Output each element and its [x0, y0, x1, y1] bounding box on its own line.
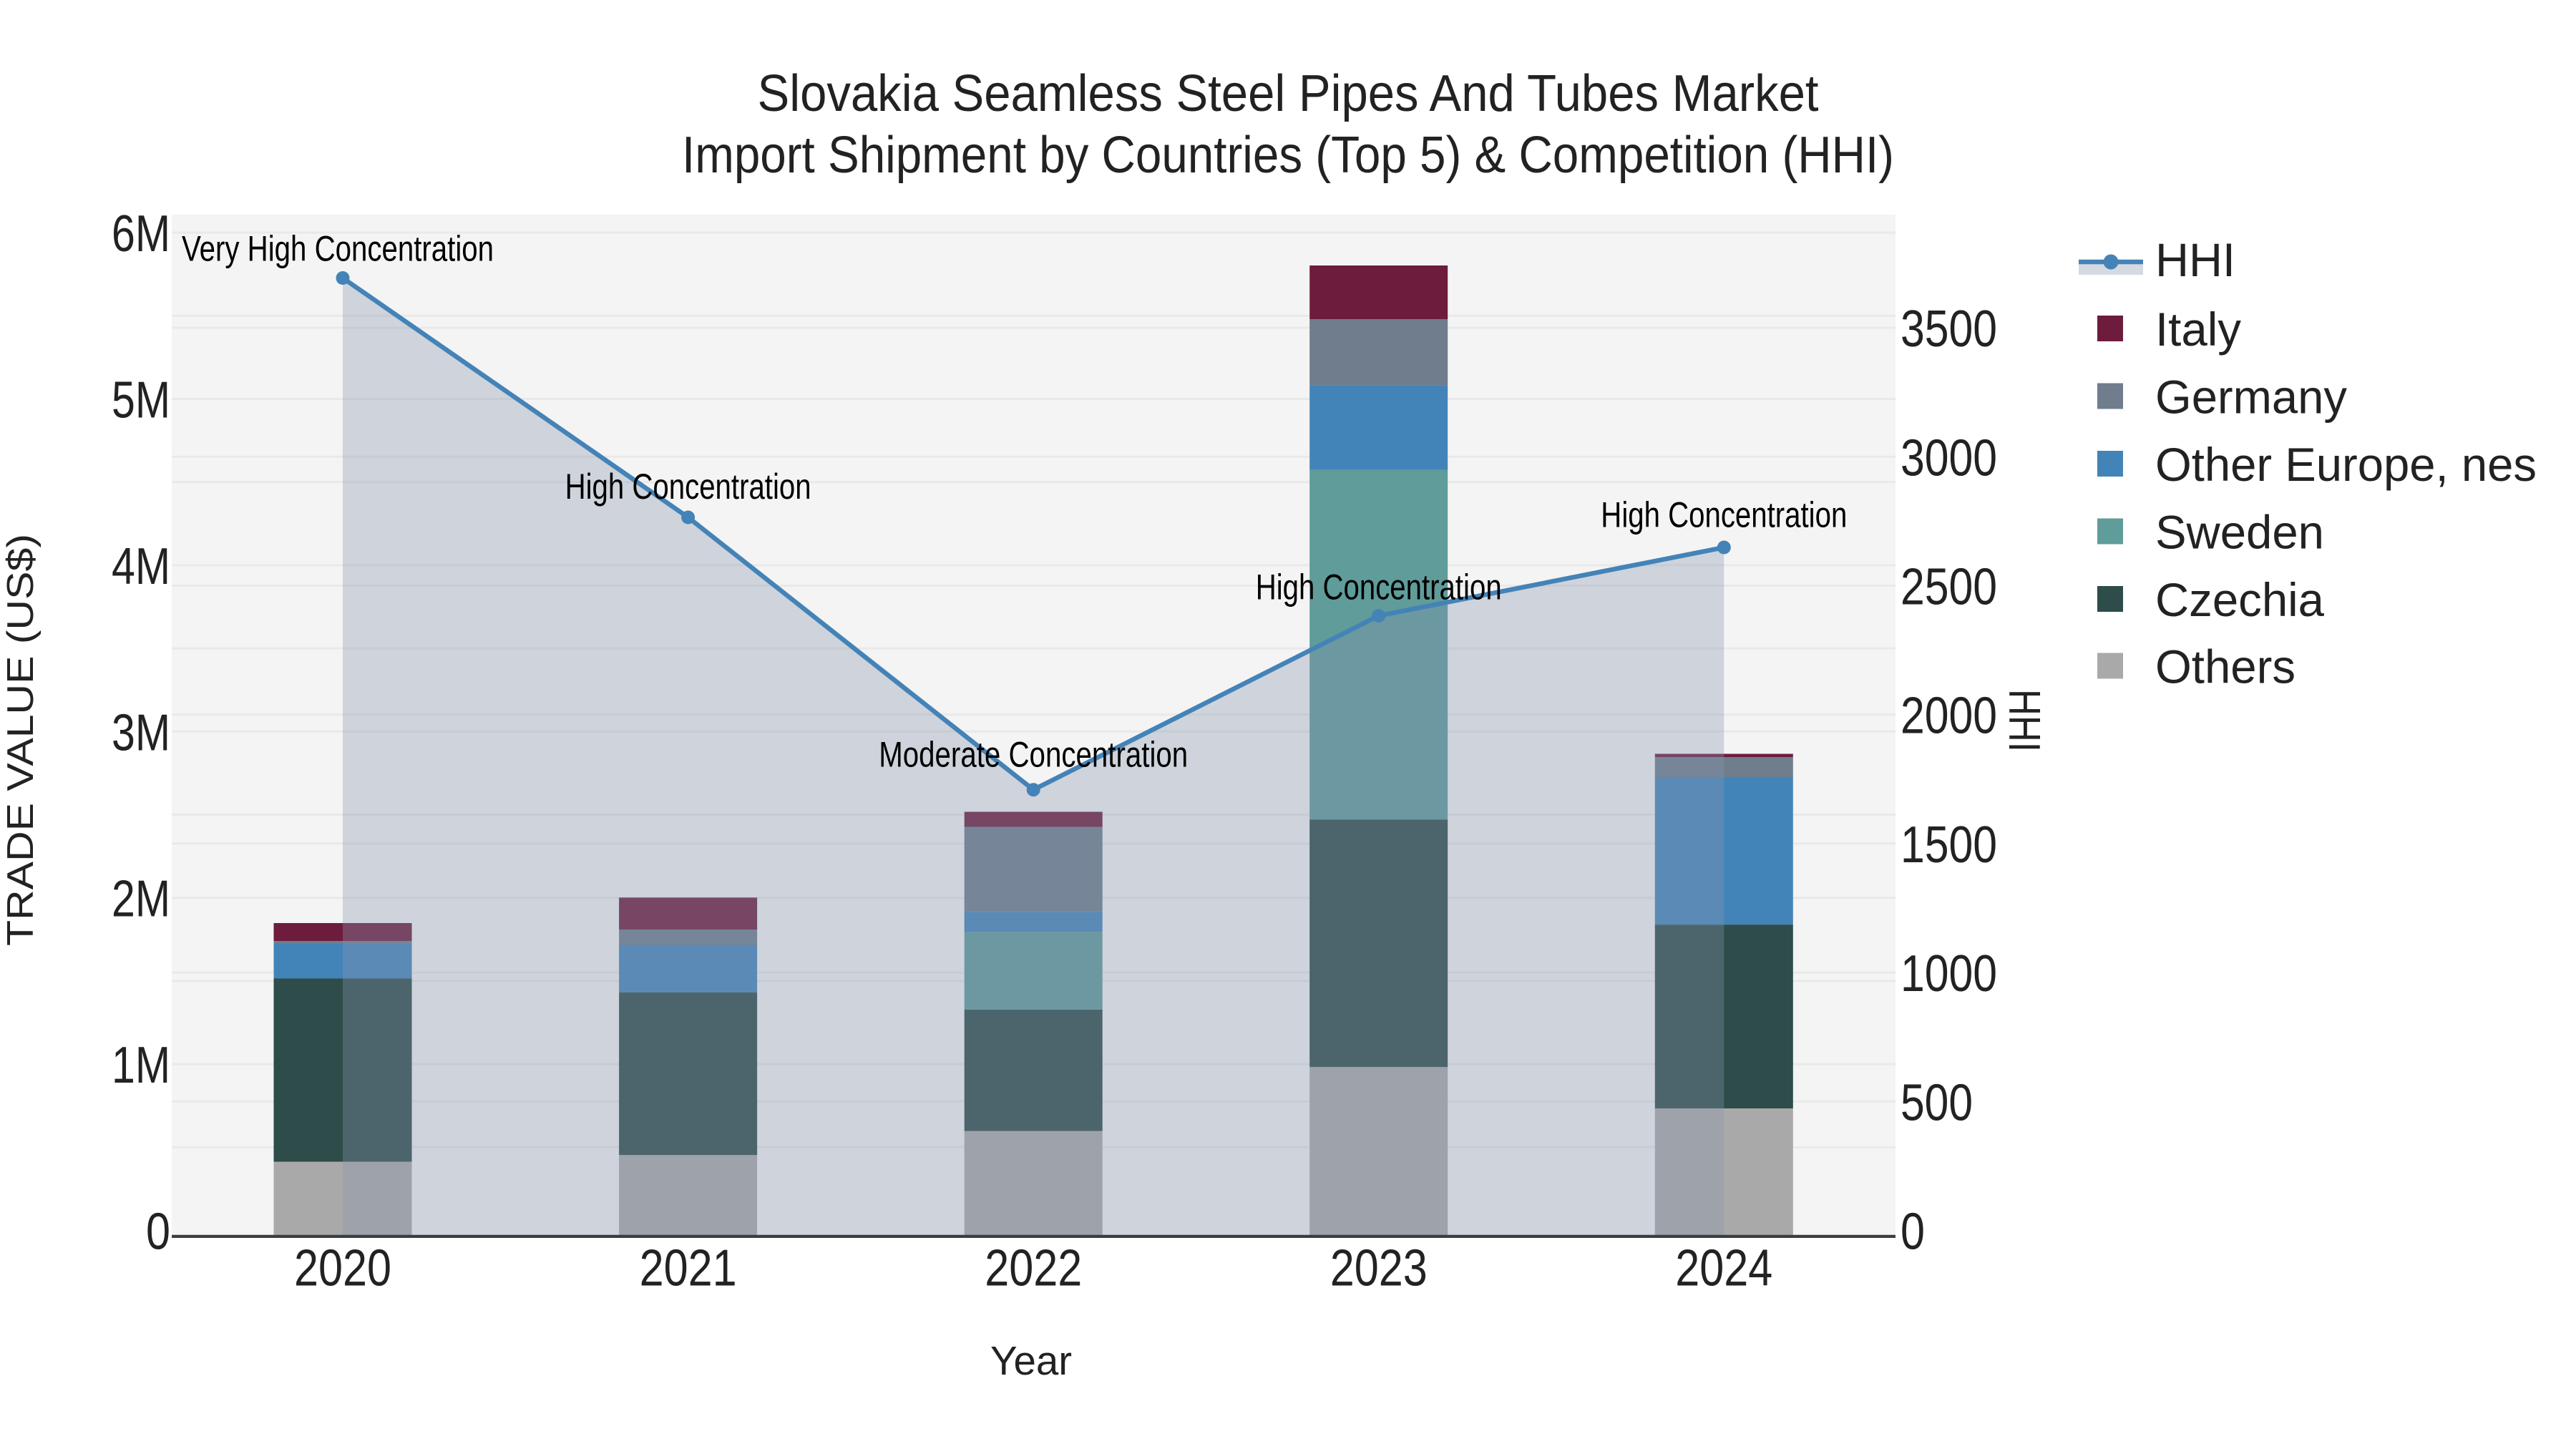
svg-text:Others: Others: [2155, 640, 2296, 693]
svg-text:2000: 2000: [1901, 688, 1997, 745]
svg-text:High Concentration: High Concentration: [565, 467, 811, 507]
svg-text:High Concentration: High Concentration: [1601, 495, 1847, 535]
svg-text:3500: 3500: [1901, 301, 1997, 358]
svg-text:Moderate Concentration: Moderate Concentration: [879, 735, 1188, 775]
svg-text:Slovakia Seamless Steel Pipes: Slovakia Seamless Steel Pipes And Tubes …: [758, 65, 1819, 122]
svg-text:0: 0: [146, 1204, 170, 1261]
svg-text:3M: 3M: [112, 704, 170, 761]
svg-text:2024: 2024: [1675, 1239, 1772, 1297]
svg-text:Other Europe, nes: Other Europe, nes: [2155, 438, 2537, 491]
svg-text:5M: 5M: [112, 372, 170, 429]
svg-text:6M: 6M: [112, 205, 170, 263]
svg-text:Import Shipment by Countries (: Import Shipment by Countries (Top 5) & C…: [682, 127, 1894, 184]
svg-text:2023: 2023: [1330, 1239, 1428, 1297]
svg-text:Germany: Germany: [2155, 371, 2347, 424]
svg-text:2020: 2020: [294, 1239, 391, 1297]
svg-text:2M: 2M: [112, 871, 170, 928]
svg-text:HHI: HHI: [2155, 233, 2235, 286]
svg-text:Very High Concentration: Very High Concentration: [182, 228, 494, 268]
svg-text:2022: 2022: [985, 1239, 1082, 1297]
svg-text:HHI: HHI: [1999, 689, 2049, 752]
svg-text:1500: 1500: [1901, 816, 1997, 874]
svg-text:4M: 4M: [112, 538, 170, 595]
svg-text:3000: 3000: [1901, 429, 1997, 487]
svg-text:2021: 2021: [640, 1239, 737, 1297]
svg-text:1M: 1M: [112, 1037, 170, 1094]
svg-text:TRADE VALUE (US$): TRADE VALUE (US$): [0, 534, 42, 946]
svg-text:Sweden: Sweden: [2155, 506, 2324, 559]
svg-text:500: 500: [1901, 1074, 1973, 1131]
svg-text:Year: Year: [990, 1338, 1072, 1384]
svg-text:Italy: Italy: [2155, 303, 2241, 356]
svg-text:2500: 2500: [1901, 559, 1997, 616]
svg-text:1000: 1000: [1901, 945, 1997, 1002]
svg-text:0: 0: [1901, 1204, 1925, 1261]
svg-text:Czechia: Czechia: [2155, 573, 2324, 626]
svg-text:High Concentration: High Concentration: [1256, 567, 1502, 608]
